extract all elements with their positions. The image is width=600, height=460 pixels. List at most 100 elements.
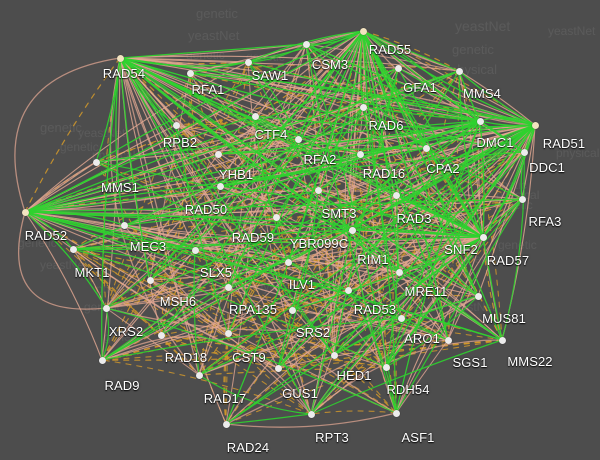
network-edge (227, 286, 335, 356)
network-edge (310, 229, 353, 415)
network-edge (101, 236, 484, 361)
gene-node-rad51[interactable] (531, 121, 539, 129)
network-edge (105, 307, 397, 414)
network-edge (175, 106, 364, 126)
network-edge (119, 57, 335, 356)
network-edge (479, 120, 485, 238)
gene-node-rfa3[interactable] (518, 195, 526, 203)
network-edge (225, 151, 525, 425)
gene-node-asf1[interactable] (392, 409, 400, 417)
gene-node-rad57[interactable] (479, 233, 487, 241)
network-edge (385, 120, 481, 368)
gene-node-ctf4[interactable] (251, 112, 259, 120)
gene-node-rad18[interactable] (157, 331, 165, 339)
gene-node-rpt3[interactable] (307, 410, 315, 418)
gene-node-csm3[interactable] (302, 40, 310, 48)
network-edge (287, 261, 449, 341)
gene-node-rad6[interactable] (359, 103, 367, 111)
network-edge (247, 61, 319, 191)
gene-node-rad9[interactable] (98, 356, 106, 364)
gene-node-rad24[interactable] (222, 420, 230, 428)
gene-node-gus1[interactable] (274, 364, 282, 372)
gene-node-gfa1[interactable] (394, 64, 402, 72)
gene-node-rad54[interactable] (116, 54, 124, 62)
network-edge (225, 413, 312, 425)
network-edge (119, 57, 484, 238)
network-edge (193, 249, 200, 376)
network-edge (101, 153, 361, 361)
network-edge (385, 194, 399, 368)
gene-node-ddc1[interactable] (520, 148, 528, 156)
gene-node-rad55[interactable] (359, 27, 367, 35)
network-edge (225, 30, 364, 425)
gene-node-mre11[interactable] (395, 268, 403, 276)
gene-node-smt3[interactable] (314, 186, 322, 194)
network-edge (198, 374, 312, 415)
network-edge (119, 57, 536, 126)
gene-node-mms4[interactable] (455, 67, 463, 75)
network-edge (305, 43, 427, 149)
network-edge (275, 198, 523, 218)
gene-node-ilv1[interactable] (284, 258, 292, 266)
gene-node-rad52[interactable] (21, 208, 29, 216)
gene-node-rad59[interactable] (272, 213, 280, 221)
gene-node-slx5[interactable] (191, 246, 199, 254)
gene-node-aro1[interactable] (397, 314, 405, 322)
network-edge (189, 72, 481, 122)
network-edge (105, 124, 536, 309)
network-edge (317, 30, 364, 191)
network-edge (119, 57, 525, 153)
gene-node-cpa2[interactable] (422, 144, 430, 152)
gene-node-hed1[interactable] (330, 351, 338, 359)
network-edge (254, 30, 364, 117)
gene-node-rdh54[interactable] (382, 363, 390, 371)
gene-node-rad3[interactable] (392, 191, 400, 199)
gene-node-rpb2[interactable] (172, 121, 180, 129)
network-edge (305, 43, 481, 122)
network-edge (72, 248, 107, 309)
network-edge (362, 30, 484, 238)
gene-node-rad16[interactable] (356, 150, 364, 158)
network-edge (385, 236, 484, 368)
gene-node-mms22[interactable] (498, 336, 506, 344)
gene-node-mms1[interactable] (92, 158, 100, 166)
network-edge (275, 106, 364, 218)
network-edge (362, 30, 536, 126)
network-edge (189, 72, 219, 155)
gene-node-mec3[interactable] (120, 221, 128, 229)
gene-node-mus81[interactable] (474, 292, 482, 300)
gene-node-rfa2[interactable] (294, 135, 302, 143)
network-edge (95, 120, 481, 163)
network-edge (189, 72, 479, 297)
gene-node-saw1[interactable] (244, 58, 252, 66)
network-edge (277, 339, 449, 369)
gene-node-msh6[interactable] (146, 276, 154, 284)
network-edge (351, 70, 460, 231)
gene-node-rfa1[interactable] (186, 69, 194, 77)
network-edge (351, 198, 523, 231)
network-edge (24, 211, 484, 238)
network-edge (247, 61, 481, 122)
gene-node-srs2[interactable] (288, 306, 296, 314)
gene-node-rpa135[interactable] (224, 283, 232, 291)
gene-node-sgs1[interactable] (444, 336, 452, 344)
network-edge (277, 339, 503, 369)
gene-node-rad17[interactable] (195, 371, 203, 379)
network-edge (397, 67, 484, 238)
gene-node-yhb1[interactable] (214, 150, 222, 158)
network-edge (198, 366, 387, 376)
gene-node-rim1[interactable] (348, 226, 356, 234)
network-edge (160, 334, 387, 368)
network-edge (482, 236, 503, 341)
gene-node-cst9[interactable] (224, 329, 232, 337)
gene-node-rad53[interactable] (344, 286, 352, 294)
network-edge (385, 198, 523, 368)
gene-node-mkt1[interactable] (69, 245, 77, 253)
gene-node-rad50[interactable] (216, 182, 224, 190)
network-edge (119, 57, 279, 369)
gene-node-dmc1[interactable] (476, 117, 484, 125)
network-edge (95, 161, 449, 341)
gene-node-xrs2[interactable] (102, 304, 110, 312)
network-edge (160, 138, 299, 336)
